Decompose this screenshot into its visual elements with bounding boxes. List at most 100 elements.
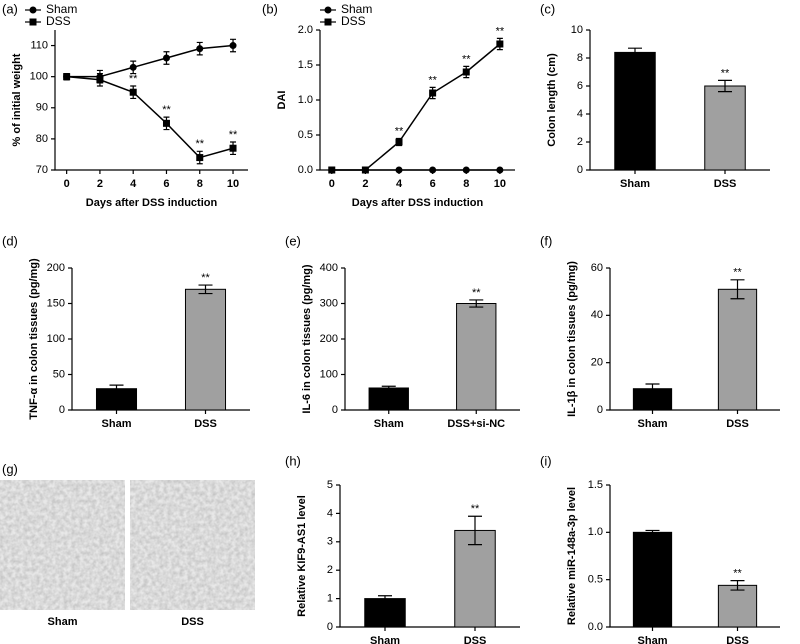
y-tick-label: 1 [327,593,333,605]
x-tick-label: Sham [638,418,668,430]
y-tick-label: 0.0 [588,621,603,633]
bar [614,51,656,171]
x-tick-label: 0 [329,178,335,190]
panel-label: (g) [2,461,18,476]
y-tick-label: 8 [577,52,583,64]
legend-label: DSS [341,14,366,28]
y-axis-label: IL-1β in colon tissues (pg/mg) [566,261,578,417]
y-tick-label: 300 [320,297,338,309]
significance: ** [195,138,204,150]
y-axis-label: IL-6 in colon tissues (pg/mg) [301,264,313,413]
y-tick-label: 20 [591,357,603,369]
x-axis-label: Days after DSS induction [86,197,218,209]
marker [361,166,369,174]
x-tick-label: DSS [726,418,749,430]
error-bar [109,384,124,393]
y-tick-label: 1.5 [588,479,603,491]
marker [496,40,504,48]
y-tick-label: 0 [332,404,338,416]
panel-label: (i) [540,453,552,468]
y-tick-label: 100 [320,368,338,380]
error-bar [730,580,745,591]
panel-label: (c) [540,1,555,16]
legend-label: DSS [46,14,71,28]
panel-label: (f) [540,233,552,248]
marker [395,166,403,174]
bar [704,85,746,171]
bar [456,303,497,411]
bar [717,584,758,628]
axes [54,30,248,171]
marker [129,88,137,96]
bar [454,529,496,628]
x-tick-label: 10 [227,178,239,190]
marker [129,63,137,71]
significance: ** [733,267,742,279]
error-bar [628,47,642,58]
x-tick-label: 2 [362,178,368,190]
y-tick-label: 150 [47,297,65,309]
significance: ** [162,104,171,116]
x-tick-label: DSS [464,635,487,644]
y-tick-label: 100 [30,71,48,83]
histology-texture [130,480,255,610]
y-axis-label: Relative miR-148a-3p level [566,487,578,625]
y-tick-label: 200 [47,262,65,274]
y-tick-label: 2 [577,136,583,148]
significance: ** [229,129,238,141]
marker [429,166,437,174]
marker [395,138,403,146]
x-tick-label: 10 [494,178,506,190]
y-tick-label: 0.5 [298,129,313,141]
x-tick-label: 8 [463,178,469,190]
x-tick-label: Sham [102,418,132,430]
y-tick-label: 70 [36,164,48,176]
y-tick-label: 6 [577,80,583,92]
marker [496,166,504,174]
y-tick-label: 10 [571,24,583,36]
y-tick-label: 5 [327,479,333,491]
y-tick-label: 50 [53,368,65,380]
x-tick-label: 4 [396,178,403,190]
y-axis-label: DAI [276,91,288,110]
significance: ** [462,53,471,65]
error-bar [730,279,745,300]
y-tick-label: 1.5 [298,59,313,71]
error-bar [468,515,482,546]
y-tick-label: 90 [36,102,48,114]
marker [429,89,437,97]
significance: ** [395,125,404,137]
y-tick-label: 60 [591,262,603,274]
bar [717,288,758,411]
error-bar [378,595,392,603]
marker [96,76,104,84]
bar [368,387,409,411]
panel-label: (d) [2,233,18,248]
significance: ** [472,287,481,299]
bar [184,288,227,411]
marker [162,119,170,127]
x-tick-label: DSS [714,178,737,190]
y-tick-label: 100 [47,333,65,345]
x-tick-label: Sham [620,178,650,190]
marker [196,154,204,162]
y-tick-label: 200 [320,333,338,345]
y-tick-label: 0.5 [588,574,603,586]
x-tick-label: Sham [370,635,400,644]
y-tick-label: 1.0 [588,526,603,538]
x-tick-label: DSS [194,418,217,430]
panel-label: (h) [285,453,301,468]
series-line [66,75,234,159]
legend-label: Sham [46,2,77,16]
marker [229,42,237,50]
significance: ** [471,503,480,515]
x-tick-label: 6 [163,178,169,190]
marker [196,45,204,53]
panel-label: (a) [2,1,18,16]
marker [63,73,71,81]
bar [632,531,673,628]
y-axis-label: Colon length (cm) [546,53,558,147]
x-tick-label: Sham [374,418,404,430]
marker [229,144,237,152]
